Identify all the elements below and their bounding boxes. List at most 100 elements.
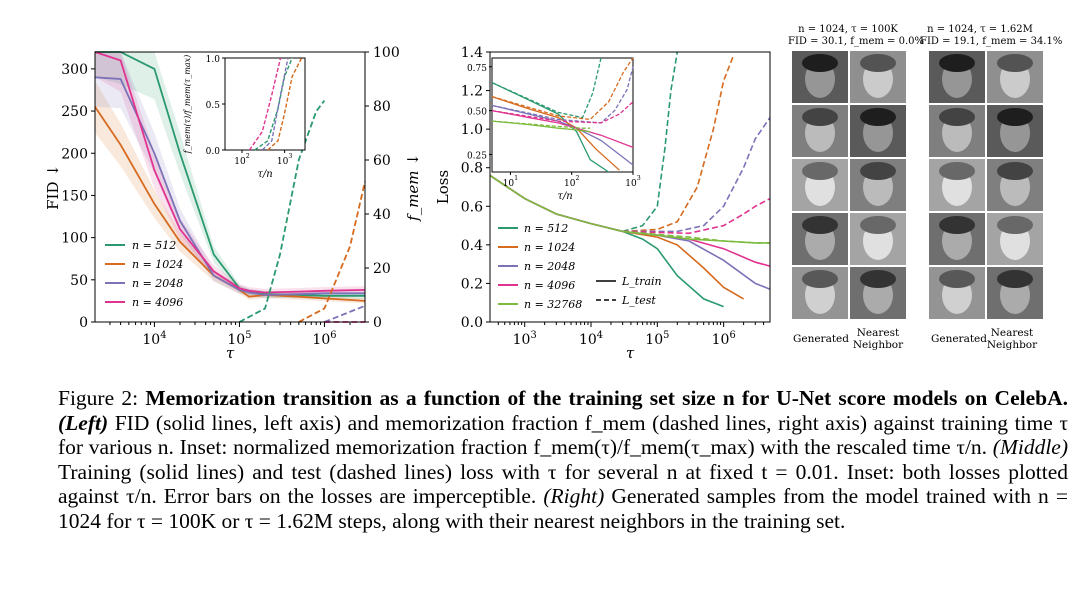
left-xtick-label-1: 105 — [227, 330, 251, 348]
faces-panel1-title-line1: n = 1024, τ = 100K — [798, 24, 898, 35]
caption-fig-label: Figure 2: — [58, 386, 146, 410]
figure-charts: 0 50 100 150 200 250 300 0 20 40 60 80 100 104 105 106 τ… — [44, 45, 1043, 362]
middle-inset-series-5 — [491, 57, 602, 119]
faces-panel1-face-hair-0-1 — [860, 54, 896, 72]
left-ytick-right-label-3: 60 — [373, 153, 391, 169]
middle-series-dashed-6 — [622, 55, 735, 233]
left-ytick-right-label-1: 20 — [373, 261, 391, 277]
left-xtick-label-0: 104 — [142, 330, 166, 348]
middle-inset-xtick-label-1: 102 — [564, 175, 579, 189]
middle-inset-series-2 — [491, 104, 634, 166]
middle-legend-label-0: n = 512 — [524, 222, 568, 235]
middle-xtick-label-1: 104 — [579, 330, 603, 348]
left-xtick-label-2: 106 — [312, 330, 336, 348]
left-inset-xlabel: τ/n — [257, 169, 272, 180]
left-legend-label-3: n = 4096 — [132, 296, 183, 309]
faces-panel2-face-hair-4-1 — [997, 270, 1033, 288]
middle-inset-xtick-label-0: 101 — [503, 175, 518, 189]
left-legend-label-1: n = 1024 — [132, 258, 183, 271]
faces-panel2-face-hair-2-0 — [939, 162, 975, 180]
faces-panel1-title-line2: FID = 30.1, f_mem = 0.0% — [788, 36, 924, 47]
caption-middle-text: Training (solid lines) and test (dashed … — [58, 459, 1068, 509]
left-series-dashed-4 — [238, 100, 326, 323]
left-xlabel: τ — [226, 344, 235, 362]
faces-panel2-title: n = 1024, τ = 1.62M FID = 19.1, f_mem = … — [920, 24, 1063, 48]
left-ytick-label-3: 150 — [61, 188, 88, 204]
left-inset-ylabel: f_mem(τ)/f_mem(τ_max) — [183, 55, 192, 155]
caption-left-text: FID (solid lines, left axis) and memoriz… — [58, 410, 1069, 460]
caption-right-text: Generated samples from the model trained… — [58, 484, 1068, 533]
middle-inset-ytick-label-2: 0.75 — [467, 64, 487, 74]
middle-ytick-label-2: 0.4 — [461, 238, 483, 254]
left-ytick-right-label-5: 100 — [373, 45, 400, 61]
caption-middle-label: (Middle) — [992, 435, 1068, 459]
left-ylabel: FID ↓ — [44, 164, 62, 210]
middle-ytick-label-0: 0.0 — [461, 315, 483, 331]
faces-panel2-face-hair-3-1 — [997, 216, 1033, 234]
left-inset-frame — [224, 57, 306, 151]
left-ytick-label-0: 0 — [79, 315, 88, 331]
left-inset-ytick-label-0: 0.0 — [206, 147, 221, 157]
middle-ytick-label-3: 0.6 — [461, 199, 483, 215]
faces-panel2-title-line1: n = 1024, τ = 1.62M — [927, 24, 1033, 35]
faces-panel2-face-hair-1-0 — [939, 108, 975, 126]
middle-xlabel: τ — [626, 344, 635, 362]
middle-xtick-label-0: 103 — [513, 330, 537, 348]
left-ytick-right-label-0: 0 — [373, 315, 382, 331]
middle-axes-frame — [489, 51, 771, 323]
left-ytick-label-1: 50 — [70, 273, 88, 289]
middle-inset-ytick-label-0: 0.25 — [467, 151, 487, 161]
middle-inset-series-7 — [491, 66, 634, 124]
left-ytick-label-6: 300 — [61, 62, 88, 78]
caption-bold-title: Memorization transition as a function of… — [145, 386, 1068, 410]
left-inset-series-2 — [261, 57, 289, 151]
faces-panel2-face-hair-3-0 — [939, 216, 975, 234]
middle-inset-series-9 — [491, 120, 591, 129]
faces-panel1-face-hair-1-0 — [802, 108, 838, 126]
middle-ytick-label-1: 0.2 — [461, 276, 483, 292]
left-ytick-label-4: 200 — [61, 146, 88, 162]
middle-inset-series-1 — [491, 95, 620, 171]
middle-xtick-label-3: 106 — [712, 330, 736, 348]
faces-panel2-face-hair-0-0 — [939, 54, 975, 72]
middle-legend-style-label-0: L_train — [621, 275, 662, 288]
faces-panel1-face-hair-4-0 — [802, 270, 838, 288]
middle-legend-label-4: n = 32768 — [524, 298, 582, 311]
left-inset-xtick-label-1: 103 — [277, 153, 292, 167]
middle-legend-label-3: n = 4096 — [524, 279, 575, 292]
faces-panel1-face-hair-4-1 — [860, 270, 896, 288]
left-inset-series-3 — [248, 57, 282, 151]
left-ytick-right-label-2: 40 — [373, 207, 391, 223]
left-band-0 — [95, 52, 365, 299]
left-band-3 — [95, 52, 365, 296]
faces-panel2-title-line2: FID = 19.1, f_mem = 34.1% — [920, 36, 1063, 47]
middle-inset-series-6 — [491, 57, 634, 121]
middle-inset-series-3 — [491, 109, 634, 149]
faces-panel2-face-hair-1-1 — [997, 108, 1033, 126]
left-ylabel-right: f_mem ↓ — [404, 153, 422, 222]
middle-inset-series-8 — [491, 101, 634, 124]
faces-panel2-face-hair-0-1 — [997, 54, 1033, 72]
faces-panel1-nearest-label: Nearest Neighbor — [852, 327, 904, 351]
left-band-2 — [95, 52, 365, 299]
middle-ylabel: Loss — [434, 170, 452, 204]
left-series-dashed-5 — [298, 181, 366, 323]
left-legend-label-2: n = 2048 — [132, 277, 183, 290]
faces-panel1-face-hair-0-0 — [802, 54, 838, 72]
faces-panel2-generated-label: Generated — [930, 333, 987, 345]
middle-legend-style-label-1: L_test — [621, 294, 656, 307]
left-inset-ytick-label-2: 1.0 — [206, 55, 221, 65]
left-series-solid-3 — [94, 51, 366, 294]
middle-ytick-label-6: 1.2 — [461, 84, 483, 100]
middle-inset-xlabel: τ/n — [557, 191, 572, 202]
middle-series-dashed-8 — [622, 197, 771, 235]
left-axes-frame — [94, 51, 366, 323]
faces-panel2-face-hair-4-0 — [939, 270, 975, 288]
left-series-solid-2 — [94, 76, 365, 296]
faces-panel2-nearest-label: Nearest Neighbor — [986, 327, 1038, 351]
faces-panel1-title: n = 1024, τ = 100K FID = 30.1, f_mem = 0… — [788, 24, 924, 48]
faces-panel1-face-hair-3-1 — [860, 216, 896, 234]
figure-caption: Figure 2: Memorization transition as a f… — [58, 386, 1068, 533]
faces-panel1-generated-label: Generated — [792, 333, 849, 345]
middle-series-dashed-7 — [622, 117, 771, 233]
